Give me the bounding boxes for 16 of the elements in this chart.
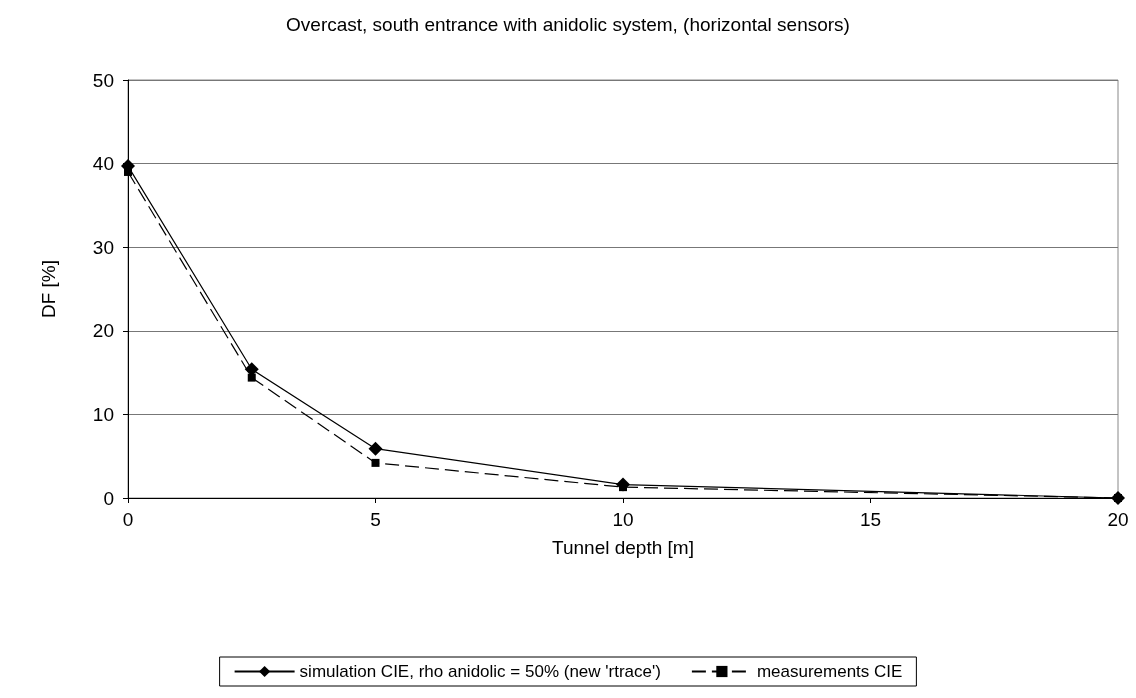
chart-title: Overcast, south entrance with anidolic system, (horizontal sensors) (286, 14, 850, 35)
x-tick-label: 0 (122, 509, 134, 530)
x-tick-label: 20 (1107, 509, 1129, 530)
x-tick-label: 15 (859, 509, 882, 530)
y-tick-label: 20 (92, 320, 114, 342)
y-axis-title: DF [%] (38, 259, 59, 319)
legend-label: measurements CIE (756, 662, 903, 681)
y-tick-label: 40 (92, 153, 114, 175)
y-tick-label: 0 (103, 487, 114, 509)
x-tick-label: 5 (370, 509, 381, 530)
x-tick-label: 10 (612, 509, 634, 530)
y-tick-label: 30 (92, 236, 114, 258)
y-tick-label: 50 (92, 69, 114, 91)
y-tick-label: 10 (92, 403, 114, 425)
x-axis-title: Tunnel depth [m] (552, 537, 694, 558)
legend-label: simulation CIE, rho anidolic = 50% (new 'rtrace') (299, 662, 661, 681)
